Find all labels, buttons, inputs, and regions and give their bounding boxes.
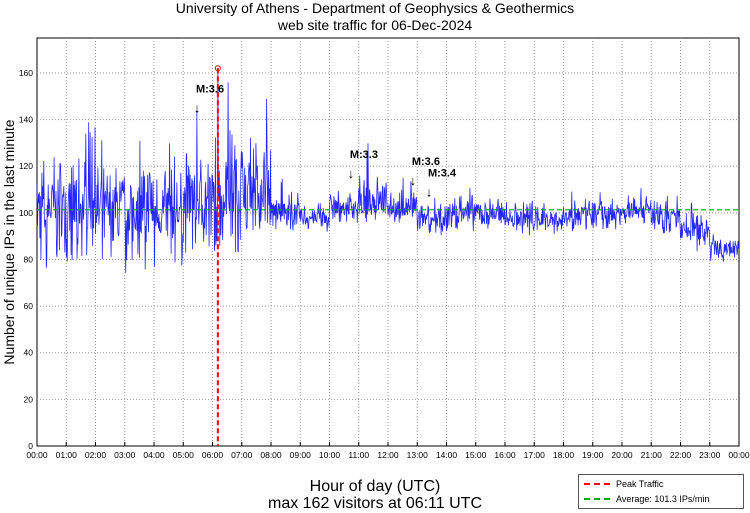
y-tick-label: 140	[19, 115, 33, 125]
quake-annotation-label: M:3.4	[428, 168, 457, 180]
x-tick-label: 02:00	[85, 450, 107, 460]
x-tick-label: 07:00	[231, 450, 253, 460]
quake-annotation-label: M:3.6	[196, 84, 224, 96]
chart-title-line1: University of Athens - Department of Geo…	[175, 0, 575, 16]
y-tick-label: 0	[28, 441, 33, 451]
x-tick-label: 16:00	[494, 450, 516, 460]
chart-title-line2: web site traffic for 06-Dec-2024	[277, 17, 473, 33]
x-tick-label: 03:00	[114, 450, 136, 460]
legend-item-average: Average: 101.3 IPs/min	[579, 491, 743, 506]
x-tick-label: 12:00	[377, 450, 399, 460]
x-tick-label: 21:00	[641, 450, 663, 460]
x-tick-label: 18:00	[553, 450, 575, 460]
x-tick-label: 19:00	[582, 450, 604, 460]
y-tick-label: 120	[19, 161, 33, 171]
y-tick-label: 40	[24, 348, 34, 358]
x-tick-label: 00:00	[26, 450, 48, 460]
x-tick-label: 01:00	[56, 450, 78, 460]
x-tick-label: 05:00	[173, 450, 195, 460]
chart-subtitle: max 162 visitors at 06:11 UTC	[267, 495, 482, 512]
x-tick-label: 15:00	[465, 450, 487, 460]
legend-item-peak: Peak Traffic	[579, 476, 743, 491]
legend-label: Average: 101.3 IPs/min	[616, 493, 710, 504]
x-tick-label: 00:00	[728, 450, 750, 460]
y-tick-label: 20	[24, 394, 34, 404]
x-tick-label: 14:00	[436, 450, 458, 460]
y-tick-label: 60	[24, 301, 34, 311]
x-tick-label: 20:00	[611, 450, 633, 460]
peak-marker	[214, 65, 221, 72]
legend-label: Peak Traffic	[616, 478, 664, 489]
y-tick-label: 160	[19, 68, 33, 78]
y-tick-label: 100	[19, 208, 33, 218]
down-arrow-icon: ↓	[348, 166, 355, 181]
x-tick-label: 10:00	[319, 450, 341, 460]
y-tick-label: 80	[24, 254, 34, 264]
quake-annotation-label: M:3.6	[412, 156, 440, 168]
x-tick-label: 06:00	[202, 450, 224, 460]
x-tick-label: 11:00	[348, 450, 369, 460]
down-arrow-icon: ↓	[426, 185, 433, 200]
x-tick-label: 04:00	[143, 450, 165, 460]
x-axis-label: Hour of day (UTC)	[309, 478, 441, 495]
down-arrow-icon: ↓	[410, 173, 417, 188]
x-tick-label: 09:00	[290, 450, 312, 460]
x-tick-label: 22:00	[670, 450, 692, 460]
down-arrow-icon: ↓	[194, 101, 201, 116]
legend: Peak Traffic Average: 101.3 IPs/min	[578, 474, 744, 509]
x-tick-label: 17:00	[524, 450, 546, 460]
x-tick-label: 08:00	[260, 450, 282, 460]
x-tick-label: 23:00	[699, 450, 721, 460]
y-axis-label: Number of unique IPs in the last minute	[1, 119, 17, 364]
quake-annotation-label: M:3.3	[350, 149, 378, 161]
x-tick-label: 13:00	[407, 450, 429, 460]
